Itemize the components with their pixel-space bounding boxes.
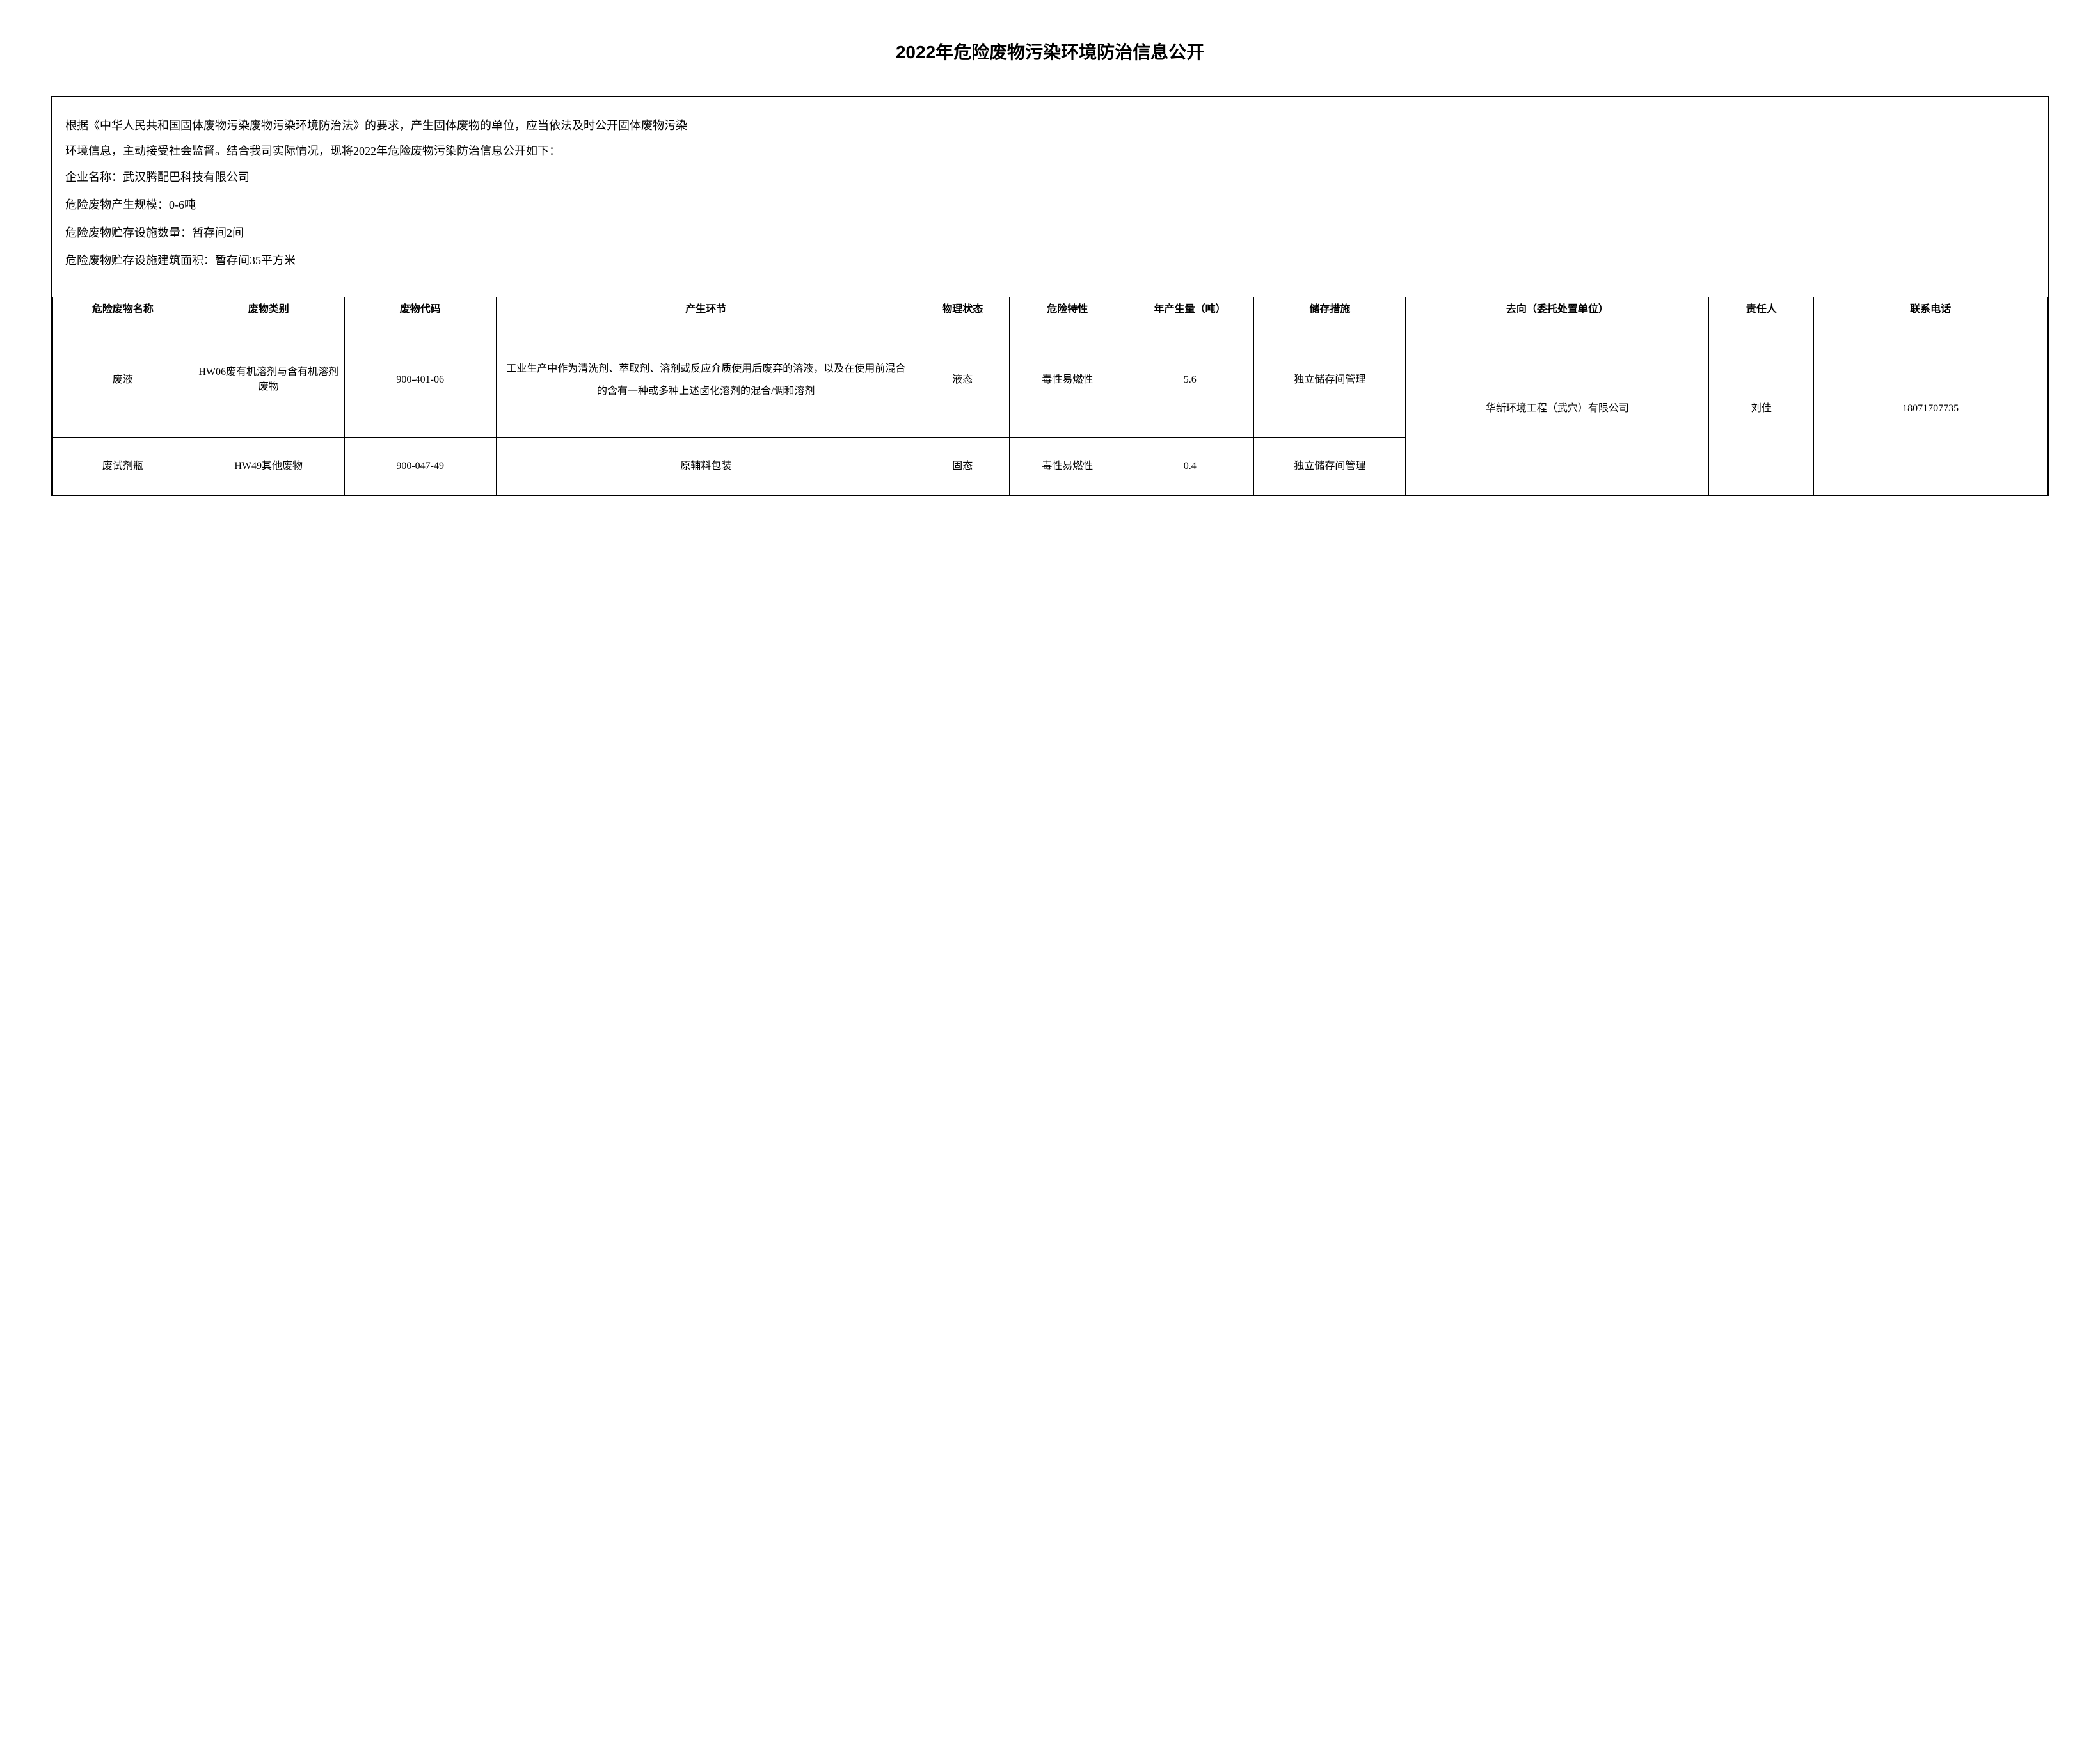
header-hazard: 危险特性: [1009, 297, 1126, 322]
cell-amount: 5.6: [1126, 322, 1254, 438]
cell-category: HW06废有机溶剂与含有机溶剂废物: [193, 322, 344, 438]
header-process: 产生环节: [496, 297, 916, 322]
waste-scale: 危险废物产生规模：0-6吨: [65, 191, 2035, 219]
header-person: 责任人: [1709, 297, 1814, 322]
header-storage: 储存措施: [1254, 297, 1406, 322]
facility-area: 危险废物贮存设施建筑面积：暂存间35平方米: [65, 247, 2035, 274]
intro-section: 根据《中华人民共和国固体废物污染废物污染环境防治法》的要求，产生固体废物的单位，…: [65, 113, 2035, 274]
cell-category: HW49其他废物: [193, 438, 344, 495]
header-amount: 年产生量（吨）: [1126, 297, 1254, 322]
content-container: 根据《中华人民共和国固体废物污染废物污染环境防治法》的要求，产生固体废物的单位，…: [51, 96, 2049, 496]
cell-code: 900-047-49: [344, 438, 496, 495]
table-header-row: 危险废物名称 废物类别 废物代码 产生环节 物理状态 危险特性 年产生量（吨） …: [53, 297, 2048, 322]
cell-amount: 0.4: [1126, 438, 1254, 495]
cell-storage: 独立储存间管理: [1254, 438, 1406, 495]
cell-name: 废试剂瓶: [53, 438, 193, 495]
page-title: 2022年危险废物污染环境防治信息公开: [51, 38, 2049, 64]
header-name: 危险废物名称: [53, 297, 193, 322]
cell-process: 工业生产中作为清洗剂、萃取剂、溶剂或反应介质使用后废弃的溶液，以及在使用前混合的…: [496, 322, 916, 438]
cell-state: 固态: [916, 438, 1009, 495]
cell-person: 刘佳: [1709, 322, 1814, 495]
header-phone: 联系电话: [1814, 297, 2048, 322]
facility-count: 危险废物贮存设施数量：暂存间2间: [65, 219, 2035, 247]
cell-state: 液态: [916, 322, 1009, 438]
intro-line-1: 根据《中华人民共和国固体废物污染废物污染环境防治法》的要求，产生固体废物的单位，…: [65, 113, 2035, 139]
header-destination: 去向（委托处置单位）: [1406, 297, 1709, 322]
header-category: 废物类别: [193, 297, 344, 322]
company-name: 企业名称：武汉腾配巴科技有限公司: [65, 164, 2035, 191]
cell-hazard: 毒性易燃性: [1009, 438, 1126, 495]
intro-line-2: 环境信息，主动接受社会监督。结合我司实际情况，现将2022年危险废物污染防治信息…: [65, 139, 2035, 164]
cell-phone: 18071707735: [1814, 322, 2048, 495]
cell-storage: 独立储存间管理: [1254, 322, 1406, 438]
waste-table: 危险废物名称 废物类别 废物代码 产生环节 物理状态 危险特性 年产生量（吨） …: [52, 297, 2048, 495]
cell-process: 原辅料包装: [496, 438, 916, 495]
cell-hazard: 毒性易燃性: [1009, 322, 1126, 438]
cell-destination: 华新环境工程（武穴）有限公司: [1406, 322, 1709, 495]
cell-code: 900-401-06: [344, 322, 496, 438]
header-state: 物理状态: [916, 297, 1009, 322]
table-row: 废液 HW06废有机溶剂与含有机溶剂废物 900-401-06 工业生产中作为清…: [53, 322, 2048, 438]
header-code: 废物代码: [344, 297, 496, 322]
cell-name: 废液: [53, 322, 193, 438]
